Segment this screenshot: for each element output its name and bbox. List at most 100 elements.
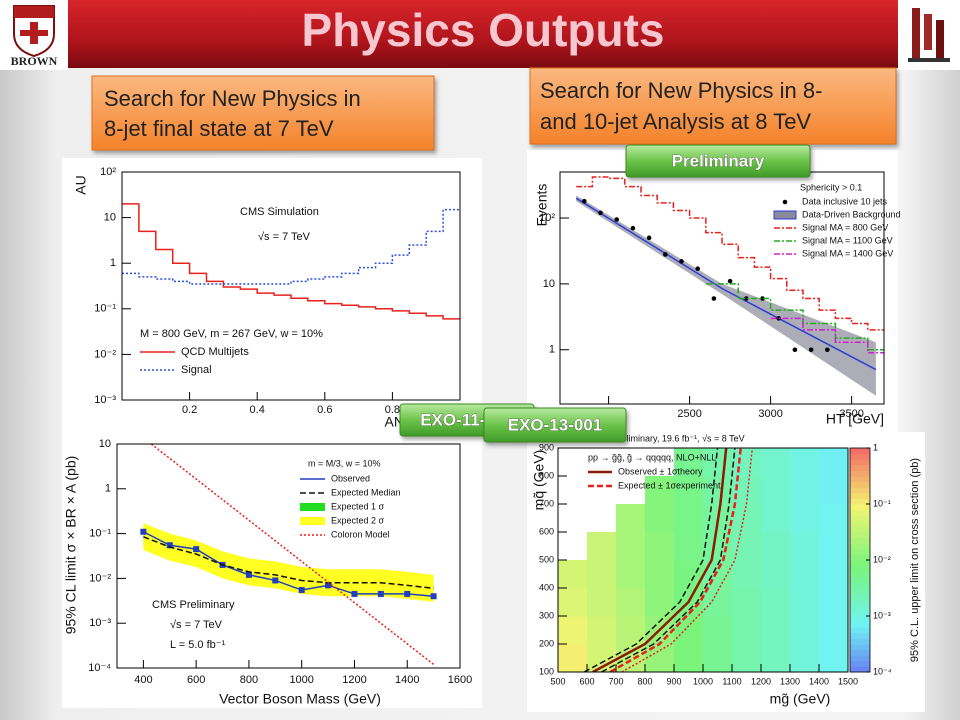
series xyxy=(770,317,884,354)
colorbar-step xyxy=(850,520,870,527)
colorbar-step xyxy=(850,554,870,561)
y-tick-label: 1 xyxy=(105,483,111,495)
heat-cell xyxy=(587,588,617,617)
data-point xyxy=(792,347,798,353)
legend-label: Observed xyxy=(331,473,370,483)
legend-title: Sphericity > 0.1 xyxy=(800,182,862,192)
heat-cell xyxy=(616,504,646,533)
marker xyxy=(245,571,252,578)
series xyxy=(143,536,434,590)
band-center xyxy=(575,197,877,371)
y-tick-label: 700 xyxy=(539,498,554,508)
title-bar xyxy=(68,0,898,68)
heat-cell xyxy=(645,560,675,589)
legend-title: pp → g̃g̃, g̃ → qqqqq, NLO+NLL xyxy=(588,452,716,462)
x-axis-label: mg̃ (GeV) xyxy=(770,691,831,707)
marker xyxy=(140,528,147,535)
colorbar-step xyxy=(850,632,870,639)
colorbar-step xyxy=(850,610,870,617)
y-axis-label: 95% CL limit σ × BR × A (pb) xyxy=(63,456,79,635)
series xyxy=(705,283,884,351)
x-tick-label: 400 xyxy=(134,674,152,686)
x-axis-label: Vector Boson Mass (GeV) xyxy=(219,691,381,707)
heat-cell xyxy=(587,616,617,645)
figure-panel xyxy=(62,158,482,432)
data-point xyxy=(808,347,814,353)
heat-cell xyxy=(732,644,762,673)
heat-cell xyxy=(703,476,733,505)
x-tick-label: 1400 xyxy=(809,676,829,686)
data-point xyxy=(679,259,684,264)
colorbar-step xyxy=(850,509,870,516)
x-tick-label: 3000 xyxy=(758,408,782,420)
legend-swatch xyxy=(300,503,325,511)
y-tick-label: 300 xyxy=(539,610,554,620)
legend-label: Signal MA = 800 GeV xyxy=(802,222,888,232)
colorbar-step xyxy=(850,453,870,460)
heat-cell xyxy=(819,448,849,477)
series xyxy=(621,448,754,672)
heat-cell xyxy=(587,560,617,589)
heat-cell xyxy=(616,560,646,589)
colorbar-step xyxy=(850,481,870,488)
y-tick-label: 1 xyxy=(549,344,555,356)
heat-cell xyxy=(761,504,791,533)
callout-box xyxy=(529,67,897,145)
heat-cell xyxy=(761,476,791,505)
heat-cell xyxy=(674,532,704,561)
series-line xyxy=(621,448,754,672)
series-line xyxy=(609,448,742,672)
series-line xyxy=(122,208,460,285)
marker xyxy=(377,590,384,597)
colorbar-step xyxy=(850,548,870,555)
y-tick-label: 10 xyxy=(99,438,111,450)
x-tick-label: 0.4 xyxy=(250,404,265,416)
marker xyxy=(272,577,279,584)
colorbar-step xyxy=(850,655,870,662)
data-point xyxy=(727,278,733,284)
heat-cell xyxy=(790,532,820,561)
data-point xyxy=(582,198,587,204)
heat-cell xyxy=(790,560,820,589)
heat-cell xyxy=(732,504,762,533)
heat-cell xyxy=(761,588,791,617)
heat-cell xyxy=(616,532,646,561)
y-tick-label: 800 xyxy=(539,470,554,480)
y-tick-label: 10² xyxy=(539,212,555,224)
annotation: M = 800 GeV, m = 267 GeV, w = 10% xyxy=(140,328,323,340)
plot-frame xyxy=(116,443,461,669)
series-line xyxy=(576,176,884,331)
colorbar-tick-label: 10⁻³ xyxy=(873,610,891,620)
legend-label: Signal MA = 1400 GeV xyxy=(802,248,893,258)
data-point xyxy=(825,347,830,353)
heat-cell xyxy=(645,476,675,505)
data-point xyxy=(695,266,700,272)
x-tick-label: 1100 xyxy=(722,676,741,686)
x-tick-label: 800 xyxy=(637,676,652,686)
heat-cell xyxy=(645,504,675,533)
legend-label: Expected ± 1σexperiment xyxy=(618,480,721,490)
brown-logo: BROWN xyxy=(0,0,68,70)
heat-cell xyxy=(819,560,849,589)
colorbar-tick-label: 10⁻² xyxy=(873,554,891,564)
legend-label: Data-Driven Background xyxy=(802,209,901,219)
heat-cell xyxy=(674,616,704,645)
colorbar-step xyxy=(850,459,870,466)
y-tick-label: 100 xyxy=(539,666,554,676)
heat-cell xyxy=(558,616,588,645)
y-tick-label: 10⁻³ xyxy=(89,617,111,629)
colorbar-step xyxy=(850,448,870,455)
colorbar-step xyxy=(850,470,870,477)
y-tick-label: 10⁻¹ xyxy=(94,303,116,315)
legend-label: Expected 2 σ xyxy=(331,515,385,525)
x-tick-label: 1300 xyxy=(780,676,800,686)
annotation: L = 5.0 fb⁻¹ xyxy=(170,639,226,651)
colorbar-step xyxy=(850,565,870,572)
brown-logo-text: BROWN xyxy=(11,54,58,68)
x-tick-label: 3500 xyxy=(839,408,863,420)
legend-label: Coloron Model xyxy=(331,529,390,539)
colorbar-step xyxy=(850,504,870,511)
colorbar-step xyxy=(850,526,870,533)
